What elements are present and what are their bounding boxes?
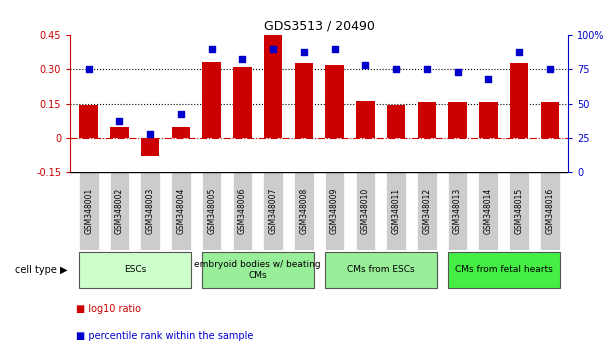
Text: GSM348016: GSM348016: [545, 188, 554, 234]
Bar: [325, 172, 345, 250]
Bar: [510, 63, 529, 138]
Bar: [202, 252, 313, 288]
Bar: [79, 252, 191, 288]
Point: [391, 67, 401, 72]
Bar: [417, 172, 437, 250]
Bar: [263, 172, 283, 250]
Bar: [417, 102, 436, 138]
Bar: [448, 172, 467, 250]
Bar: [295, 63, 313, 138]
Text: GSM348010: GSM348010: [361, 188, 370, 234]
Bar: [202, 172, 222, 250]
Bar: [79, 172, 98, 250]
Point: [268, 46, 278, 52]
Text: GSM348015: GSM348015: [514, 188, 524, 234]
Point: [360, 63, 370, 68]
Text: GSM348009: GSM348009: [330, 187, 339, 234]
Point: [422, 67, 432, 72]
Bar: [171, 172, 191, 250]
Bar: [141, 172, 160, 250]
Bar: [264, 35, 282, 138]
Bar: [326, 65, 344, 138]
Point: [238, 56, 247, 61]
Title: GDS3513 / 20490: GDS3513 / 20490: [264, 20, 375, 33]
Point: [176, 112, 186, 117]
Bar: [356, 101, 375, 138]
Point: [545, 67, 555, 72]
Text: GSM348013: GSM348013: [453, 188, 462, 234]
Text: embryoid bodies w/ beating
CMs: embryoid bodies w/ beating CMs: [194, 260, 321, 280]
Bar: [141, 138, 159, 156]
Bar: [202, 62, 221, 138]
Bar: [541, 102, 559, 138]
Point: [207, 46, 216, 52]
Text: GSM348012: GSM348012: [422, 188, 431, 234]
Text: ■ log10 ratio: ■ log10 ratio: [76, 304, 141, 314]
Bar: [478, 172, 498, 250]
Bar: [325, 252, 437, 288]
Point: [84, 67, 93, 72]
Text: CMs from ESCs: CMs from ESCs: [347, 266, 414, 274]
Bar: [387, 105, 405, 138]
Point: [114, 119, 124, 124]
Bar: [448, 102, 467, 138]
Bar: [110, 127, 129, 138]
Bar: [540, 172, 560, 250]
Bar: [448, 252, 560, 288]
Point: [330, 46, 340, 52]
Text: GSM348008: GSM348008: [299, 188, 309, 234]
Bar: [233, 172, 252, 250]
Point: [514, 49, 524, 55]
Bar: [386, 172, 406, 250]
Text: GSM348005: GSM348005: [207, 187, 216, 234]
Text: CMs from fetal hearts: CMs from fetal hearts: [455, 266, 552, 274]
Bar: [172, 127, 190, 138]
Text: GSM348003: GSM348003: [145, 187, 155, 234]
Point: [453, 69, 463, 75]
Bar: [79, 105, 98, 138]
Text: ■ percentile rank within the sample: ■ percentile rank within the sample: [76, 331, 254, 341]
Text: GSM348001: GSM348001: [84, 188, 93, 234]
Text: GSM348014: GSM348014: [484, 188, 493, 234]
Text: GSM348007: GSM348007: [269, 187, 277, 234]
Point: [145, 131, 155, 136]
Text: GSM348011: GSM348011: [392, 188, 401, 234]
Bar: [233, 67, 252, 138]
Point: [483, 76, 493, 82]
Text: GSM348002: GSM348002: [115, 188, 124, 234]
Bar: [479, 102, 497, 138]
Point: [299, 49, 309, 55]
Bar: [356, 172, 375, 250]
Bar: [109, 172, 130, 250]
Bar: [294, 172, 313, 250]
Text: GSM348004: GSM348004: [177, 187, 185, 234]
Text: cell type ▶: cell type ▶: [15, 265, 67, 275]
Text: ESCs: ESCs: [123, 266, 146, 274]
Text: GSM348006: GSM348006: [238, 187, 247, 234]
Bar: [509, 172, 529, 250]
